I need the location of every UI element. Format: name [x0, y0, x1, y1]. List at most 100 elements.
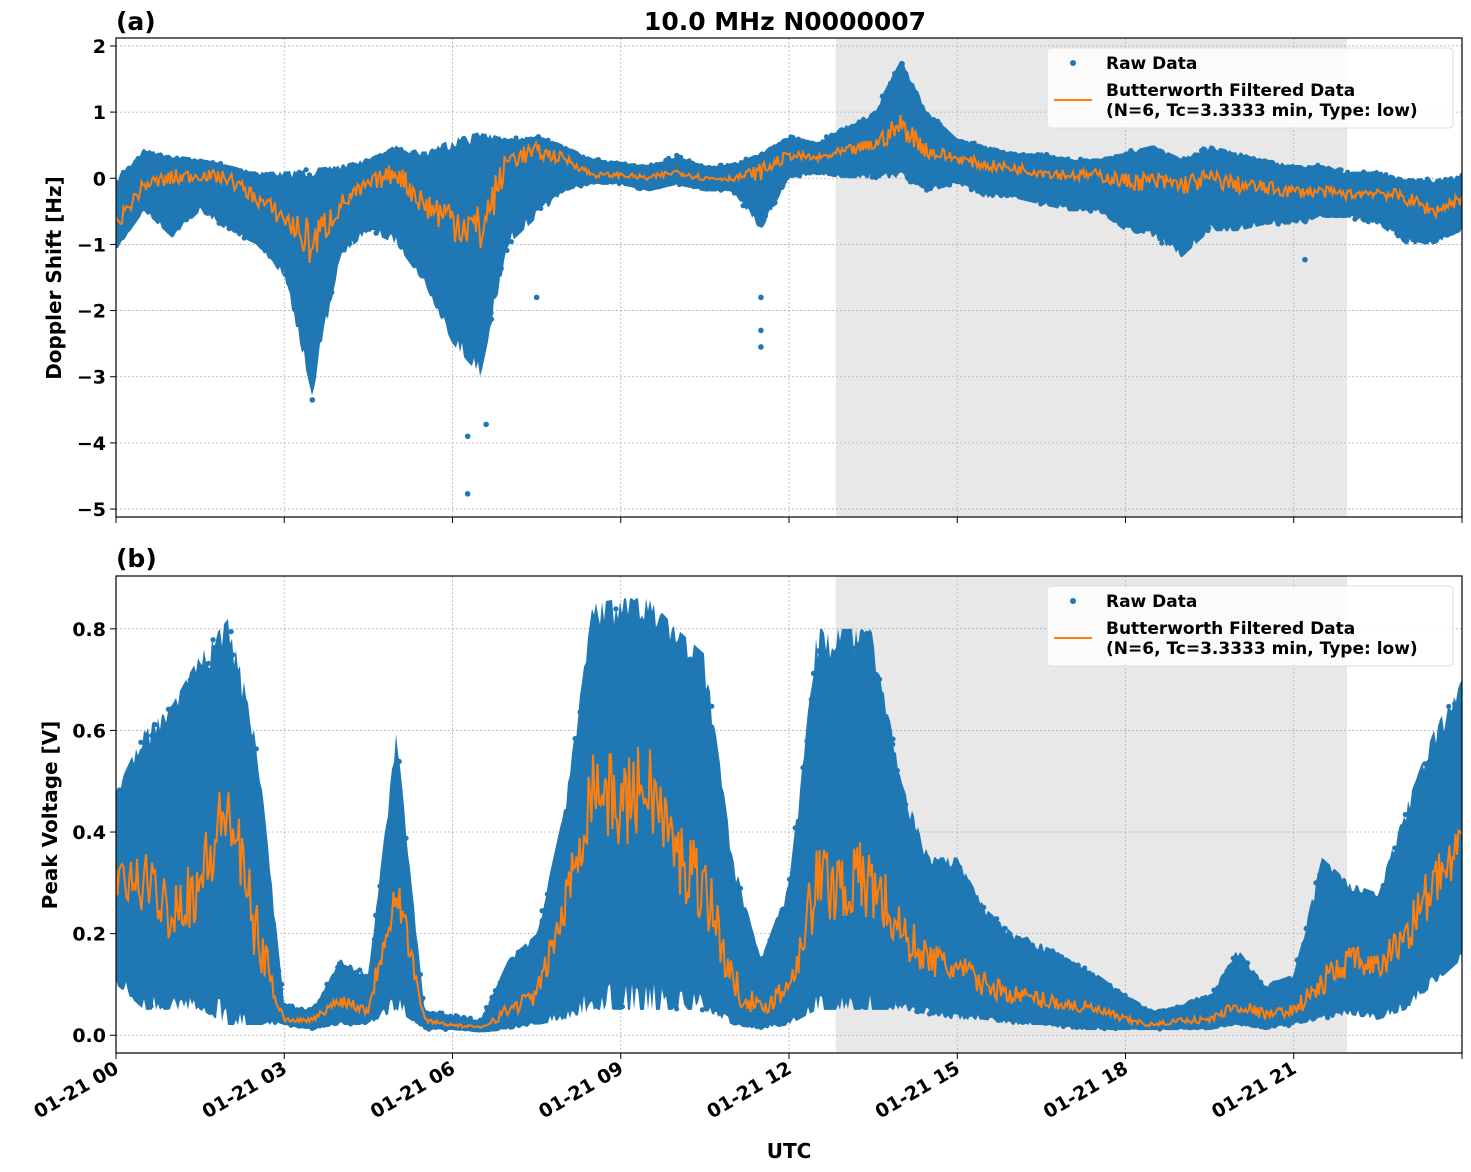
raw-data-point: [121, 964, 127, 970]
raw-data-point: [1426, 760, 1432, 767]
raw-data-point: [182, 878, 188, 884]
raw-data-point: [766, 988, 772, 994]
raw-data-point: [226, 226, 232, 232]
legend-box: [1046, 585, 1454, 667]
raw-data-point: [1229, 962, 1235, 968]
raw-data-point: [736, 182, 743, 189]
raw-data-point: [481, 340, 487, 346]
raw-data-point: [267, 233, 273, 239]
raw-data-point: [700, 724, 707, 730]
raw-data-point: [417, 971, 423, 978]
raw-data-point: [954, 930, 961, 936]
raw-data-point: [230, 199, 236, 206]
raw-data-point: [912, 98, 919, 104]
raw-data-point: [800, 765, 806, 771]
raw-data-point: [1106, 190, 1112, 196]
raw-data-point: [1410, 205, 1416, 211]
raw-data-point: [1184, 1010, 1190, 1016]
raw-data-point: [1078, 976, 1084, 982]
raw-data-point: [1401, 894, 1407, 900]
raw-data-point: [513, 135, 519, 141]
raw-data-point: [712, 842, 719, 848]
raw-data-point: [773, 172, 779, 178]
raw-data-point: [230, 652, 236, 658]
y-tick-label: −2: [77, 301, 106, 323]
raw-data-point: [1311, 169, 1317, 175]
raw-data-point: [1033, 180, 1039, 186]
raw-data-point: [612, 632, 618, 638]
raw-data-point: [972, 992, 978, 999]
raw-data-point: [216, 207, 223, 213]
raw-data-point: [342, 973, 348, 979]
raw-data-point: [876, 676, 883, 682]
raw-data-point: [1279, 208, 1285, 215]
raw-data-point: [1127, 216, 1133, 222]
raw-data-point: [1307, 213, 1314, 219]
raw-data-point: [1436, 178, 1442, 184]
raw-data-point: [484, 157, 490, 163]
raw-data-point: [1406, 966, 1412, 973]
raw-data-point: [246, 999, 252, 1005]
raw-data-point: [1058, 954, 1065, 960]
raw-data-point: [579, 176, 585, 182]
raw-data-point: [355, 214, 361, 221]
raw-data-point: [639, 670, 645, 676]
raw-data-point: [1326, 907, 1332, 913]
raw-data-point: [504, 966, 510, 972]
raw-data-point: [439, 1010, 445, 1016]
raw-data-point: [849, 661, 855, 667]
raw-data-point: [334, 218, 340, 225]
raw-data-point: [319, 255, 325, 261]
raw-data-point: [1392, 221, 1398, 227]
raw-data-point: [962, 179, 968, 185]
raw-data-point: [900, 847, 906, 853]
raw-data-point: [632, 166, 638, 173]
raw-data-point: [959, 138, 965, 145]
raw-data-point: [1449, 918, 1455, 925]
raw-data-point: [181, 826, 187, 833]
raw-data-point: [1432, 964, 1438, 970]
raw-data-point: [150, 951, 157, 957]
raw-data-point: [1194, 189, 1200, 195]
raw-data-point: [1401, 219, 1407, 225]
raw-data-point: [1458, 206, 1462, 212]
raw-data-point: [1448, 923, 1454, 929]
raw-data-point: [1446, 703, 1452, 710]
raw-data-point: [871, 814, 877, 820]
raw-data-point: [1163, 162, 1170, 168]
raw-data-point: [361, 163, 367, 169]
raw-data-point: [875, 119, 881, 125]
raw-data-point: [743, 203, 750, 209]
raw-data-point: [1137, 166, 1143, 172]
raw-data-point: [999, 191, 1005, 198]
raw-data-point: [1294, 972, 1300, 978]
raw-data-point: [515, 973, 521, 979]
raw-data-point: [1361, 206, 1367, 213]
raw-data-point: [270, 964, 276, 971]
raw-data-point: [1399, 180, 1405, 186]
raw-data-point: [790, 134, 796, 141]
raw-data-point: [1205, 998, 1211, 1004]
raw-data-point: [611, 696, 617, 702]
raw-data-point: [792, 825, 798, 831]
raw-data-point: [904, 76, 910, 83]
raw-data-point: [686, 181, 693, 187]
raw-data-point: [923, 924, 929, 931]
raw-data-point: [348, 209, 355, 215]
raw-data-point: [687, 820, 693, 826]
raw-data-point: [941, 910, 947, 916]
raw-data-point: [1222, 151, 1229, 157]
raw-data-point: [1338, 888, 1344, 894]
raw-data-point: [296, 1023, 302, 1029]
raw-data-point: [1300, 975, 1306, 981]
raw-data-point: [306, 187, 312, 194]
raw-data-point: [1425, 181, 1431, 187]
raw-data-point: [1205, 212, 1212, 218]
raw-data-point: [301, 295, 308, 302]
raw-data-point: [260, 183, 267, 190]
raw-data-point: [631, 849, 638, 855]
raw-data-point: [808, 167, 814, 173]
raw-data-point: [554, 896, 560, 902]
raw-data-point: [661, 792, 667, 798]
